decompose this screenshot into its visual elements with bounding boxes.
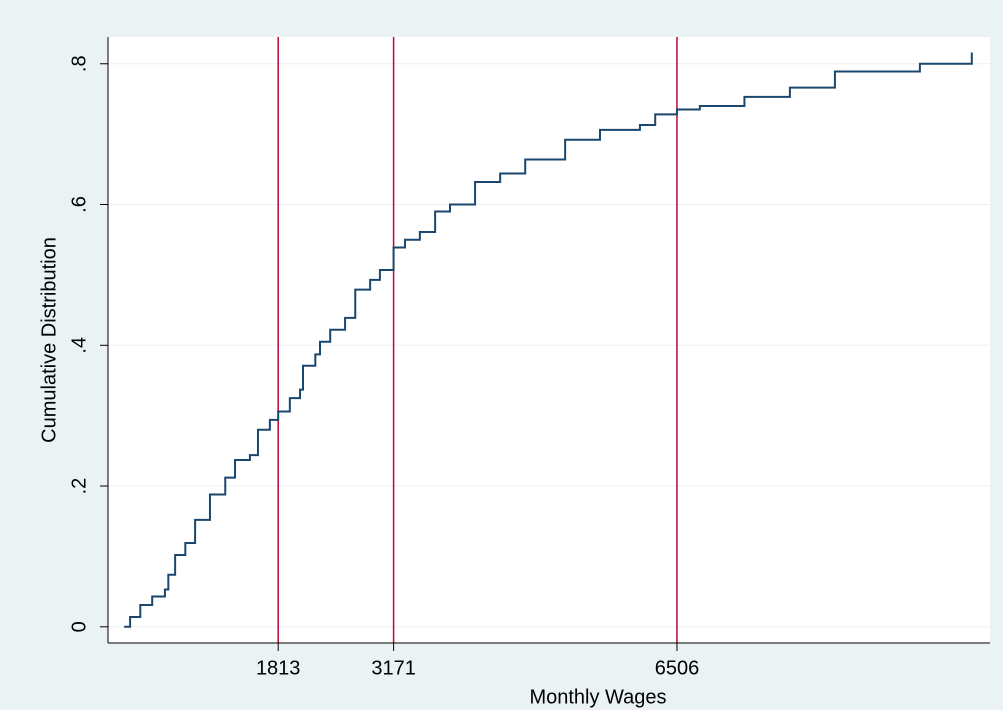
- marks: [124, 52, 973, 628]
- y-axis-title: Cumulative Distribution: [38, 237, 60, 443]
- grid: [108, 63, 990, 628]
- plot-area: [108, 37, 990, 643]
- y-tick-label: .6: [68, 196, 90, 213]
- x-tick-label: 1813: [256, 657, 301, 679]
- cdf-line: [124, 52, 973, 628]
- x-tick-label: 6506: [655, 657, 700, 679]
- y-tick-label: .8: [68, 55, 90, 72]
- reference-lines: [277, 37, 678, 643]
- x-tick-label: 3171: [371, 657, 416, 679]
- y-tick-label: 0: [68, 621, 90, 632]
- y-tick-label: .4: [68, 337, 90, 354]
- x-axis-title: Monthly Wages: [529, 686, 666, 708]
- y-tick-label: .2: [68, 478, 90, 495]
